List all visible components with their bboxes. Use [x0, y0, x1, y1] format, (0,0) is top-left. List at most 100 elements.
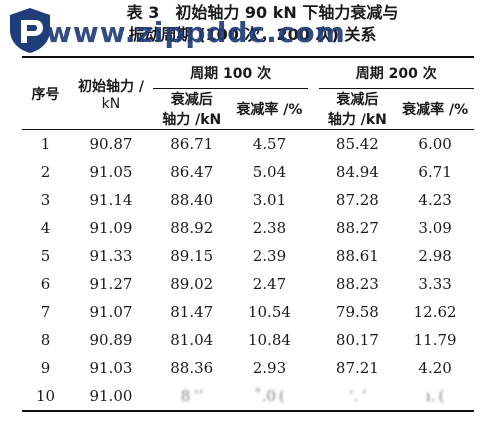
header-gap: [308, 57, 318, 89]
header-group-200: 周期 200 次: [318, 57, 474, 89]
cell-rate-200: 2.98: [418, 247, 452, 265]
cell-axial-200: 85.42: [335, 135, 379, 153]
header-initial-line2: kN: [101, 95, 121, 112]
cell-axial-200: 84.94: [335, 163, 379, 181]
table-row: 1 90.87 86.71 4.57 85.42 6.00: [22, 129, 474, 159]
table-row: 10 91.00 8 ʼʼ ˚.0 ( ʻ. ʼ ı. (: [22, 382, 474, 411]
cell-initial: 90.87: [89, 135, 133, 153]
cell-index: 8: [40, 331, 51, 349]
header-axial-after-200: 衰减后 轴力 /kN: [319, 89, 397, 130]
header-axial-after-100-line1: 衰减后: [170, 92, 213, 108]
cell-axial-100: 86.71: [170, 135, 214, 153]
cell-rate-200: 3.09: [418, 219, 452, 237]
header-decay-rate-200: 衰减率 /%: [402, 102, 469, 118]
cell-rate-100: 3.01: [252, 191, 287, 209]
cell-initial: 91.09: [89, 219, 133, 237]
table-row: 3 91.14 88.40 3.01 87.28 4.23: [22, 186, 474, 214]
header-axial-after-200-line1: 衰减后: [336, 92, 379, 108]
cell-axial-100: 89.15: [170, 247, 214, 265]
cell-axial-200: 80.17: [335, 331, 379, 349]
cell-rate-200: 6.71: [418, 163, 452, 181]
cell-axial-100: 88.40: [170, 191, 214, 209]
table-row: 2 91.05 86.47 5.04 84.94 6.71: [22, 158, 474, 186]
cell-rate-200: 4.23: [418, 191, 452, 209]
cell-index: 3: [40, 191, 51, 209]
cell-gap: [308, 158, 318, 186]
cell-index: 10: [35, 387, 56, 405]
cell-gap: [308, 298, 318, 326]
header-initial-axial: 初始轴力 / kN: [69, 57, 153, 130]
table-row: 5 91.33 89.15 2.39 88.61 2.98: [22, 242, 474, 270]
table-row: 7 91.07 81.47 10.54 79.58 12.62: [22, 298, 474, 326]
cell-initial: 91.05: [89, 163, 133, 181]
cell-gap: [308, 382, 318, 411]
watermark-text: www.zippddc.com: [46, 16, 346, 49]
cell-gap: [308, 326, 318, 354]
cell-index: 4: [40, 219, 51, 237]
header-decay-rate-100: 衰减率 /%: [236, 102, 303, 118]
cell-axial-100: 88.36: [170, 359, 214, 377]
cell-initial: 91.07: [89, 303, 133, 321]
header-index: 序号: [31, 86, 60, 103]
table-row: 4 91.09 88.92 2.38 88.27 3.09: [22, 214, 474, 242]
cell-rate-200: 4.20: [418, 359, 452, 377]
cell-axial-100: 8 ʼʼ: [180, 387, 203, 405]
cell-index: 2: [40, 163, 51, 181]
cell-gap: [308, 270, 318, 298]
cell-axial-100: 86.47: [170, 163, 214, 181]
cell-gap: [308, 130, 318, 159]
header-axial-after-200-line2: 轴力 /kN: [327, 112, 387, 128]
cell-axial-200: 88.61: [335, 247, 379, 265]
table-row: 6 91.27 89.02 2.47 88.23 3.33: [22, 270, 474, 298]
cell-axial-200: 88.23: [335, 275, 379, 293]
cell-rate-200: 6.00: [418, 135, 452, 153]
cell-rate-100: 2.93: [252, 359, 287, 377]
cell-index: 5: [40, 247, 51, 265]
table-row: 8 90.89 81.04 10.84 80.17 11.79: [22, 326, 474, 354]
cell-rate-100: 4.57: [252, 135, 287, 153]
header-axial-after-100: 衰减后 轴力 /kN: [153, 89, 231, 130]
table-title-line-2: 振动周期 (100 次，200 次) 关系: [128, 25, 377, 44]
cell-initial: 91.27: [89, 275, 133, 293]
cell-initial: 91.33: [89, 247, 133, 265]
cell-axial-200: ʻ. ʼ: [348, 387, 367, 405]
cell-initial: 90.89: [89, 331, 133, 349]
table-row: 9 91.03 88.36 2.93 87.21 4.20: [22, 354, 474, 382]
cell-rate-100: 2.39: [252, 247, 287, 265]
cell-initial: 91.00: [89, 387, 133, 405]
cell-index: 9: [40, 359, 51, 377]
data-table: 序号 初始轴力 / kN 周期 100 次 周期 200 次 衰减后 轴力 /k…: [22, 56, 474, 412]
cell-initial: 91.03: [89, 359, 133, 377]
cell-index: 7: [40, 303, 51, 321]
cell-initial: 91.14: [89, 191, 133, 209]
cell-rate-100: ˚.0 (: [254, 387, 285, 405]
cell-index: 6: [40, 275, 51, 293]
cell-axial-200: 87.21: [335, 359, 379, 377]
cell-rate-100: 10.54: [247, 303, 291, 321]
cell-rate-100: 2.47: [252, 275, 287, 293]
cell-axial-100: 89.02: [170, 275, 214, 293]
cell-rate-200: 3.33: [418, 275, 452, 293]
table-title-line-1: 表 3 初始轴力 90 kN 下轴力衰减与: [126, 3, 399, 22]
cell-rate-200: ı. (: [425, 387, 445, 405]
cell-gap: [308, 214, 318, 242]
cell-index: 1: [40, 135, 51, 153]
header-gap-2: [308, 89, 318, 130]
cell-rate-100: 10.84: [247, 331, 291, 349]
cell-gap: [308, 354, 318, 382]
cell-rate-200: 12.62: [413, 303, 457, 321]
cell-gap: [308, 186, 318, 214]
cell-axial-100: 81.04: [170, 331, 214, 349]
cell-rate-100: 2.38: [252, 219, 287, 237]
cell-rate-200: 11.79: [413, 331, 457, 349]
header-axial-after-100-line2: 轴力 /kN: [162, 112, 222, 128]
cell-axial-200: 79.58: [335, 303, 379, 321]
shield-logo-icon: [10, 8, 50, 53]
cell-gap: [308, 242, 318, 270]
cell-axial-100: 81.47: [170, 303, 214, 321]
cell-axial-200: 87.28: [335, 191, 379, 209]
cell-axial-200: 88.27: [335, 219, 379, 237]
header-group-100: 周期 100 次: [152, 57, 309, 89]
cell-rate-100: 5.04: [252, 163, 287, 181]
header-initial-line1: 初始轴力 /: [77, 78, 144, 95]
